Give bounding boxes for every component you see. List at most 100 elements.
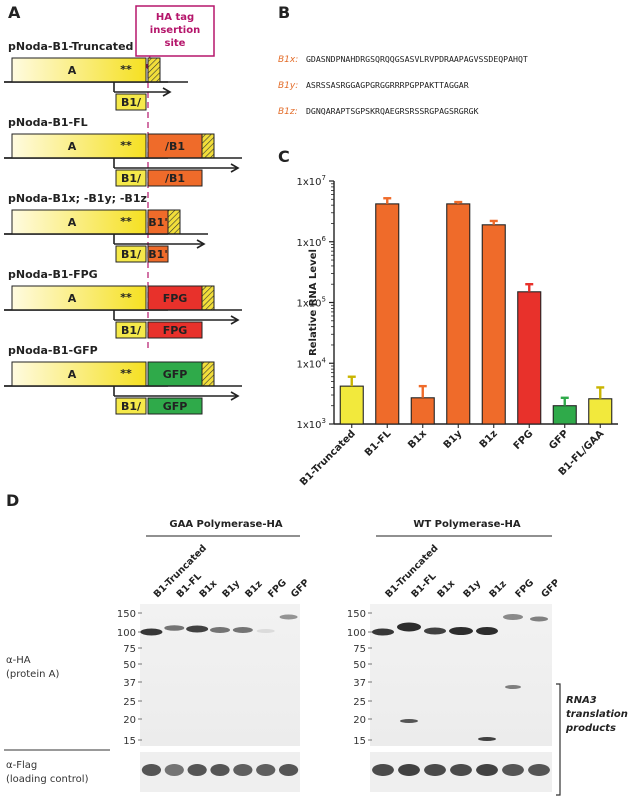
protein-band — [530, 616, 548, 622]
rna3-line3: products — [565, 723, 616, 734]
sub-left-label: B1/ — [121, 400, 142, 413]
lane-label: B1y — [220, 578, 243, 601]
mw-marker: 15 — [353, 736, 366, 747]
segment-a-label: A — [68, 292, 77, 305]
segment-a-box — [11, 57, 147, 83]
loading-band — [502, 764, 524, 776]
bar-b1-fl — [375, 203, 400, 425]
construct-diagrams: pNoda-B1-Truncated A ** B1/pNoda-B1-FL A ** /B… — [4, 40, 242, 415]
loading-band — [210, 764, 230, 776]
fusion-label: /B1 — [165, 140, 185, 153]
sub-right-label: B1' — [148, 248, 167, 261]
lane-label: FPG — [513, 577, 536, 600]
segment-a-box — [11, 285, 147, 311]
sub-left-box — [115, 245, 147, 263]
lane-label: GFP — [539, 577, 562, 600]
mw-marker: 20 — [353, 715, 366, 726]
x-tick-label: B1y — [442, 428, 465, 451]
x-tick-label: FPG — [512, 428, 536, 452]
x-tick-label: B1-FL — [363, 428, 394, 459]
mw-marker: 15 — [123, 736, 136, 747]
loading-band — [256, 764, 276, 776]
mw-marker: 150 — [117, 609, 136, 620]
segment-a-label: A — [68, 140, 77, 153]
protein-band — [503, 614, 523, 620]
protein-band — [449, 627, 473, 635]
loading-band — [233, 764, 253, 776]
mw-marker: 100 — [117, 628, 136, 639]
sub-left-label: B1/ — [121, 172, 142, 185]
protein-band — [256, 629, 275, 633]
sub-left-label: B1/ — [121, 324, 142, 337]
protein-band — [505, 685, 521, 689]
loading-band — [398, 764, 420, 776]
ha-callout-line1: HA tag — [156, 12, 194, 23]
mutation-stars: ** — [120, 139, 132, 152]
rna3-line2: translation — [566, 709, 628, 720]
bar-b1z — [481, 224, 506, 425]
fusion-label: FPG — [163, 292, 188, 305]
x-tick-label: B1z — [478, 428, 500, 450]
ha-label-line2: (protein A) — [6, 669, 59, 680]
ha-tag-box — [147, 57, 161, 83]
sub-left-box — [115, 93, 147, 111]
protein-band — [210, 627, 230, 633]
lane-label: B1x — [435, 578, 457, 600]
sub-left-box — [115, 169, 147, 187]
mw-marker: 20 — [123, 715, 136, 726]
sub-left-label: B1/ — [121, 248, 142, 261]
ha-tag-box — [201, 133, 215, 159]
mutation-stars: ** — [120, 367, 132, 380]
bar-b1x — [410, 397, 435, 425]
seq-text-b1z: DGNQARAPTSGPSKRQAEGRSRSSRGPAGSRGRGK — [306, 106, 479, 116]
construct-3: pNoda-B1-FPG A ** FPG B1/FPG — [4, 268, 242, 339]
sub-right-label: GFP — [163, 400, 188, 413]
y-tick-label: 1x103 — [297, 417, 326, 431]
mw-marker: 75 — [123, 644, 136, 655]
construct-title: pNoda-B1x; -B1y; -B1z — [8, 192, 147, 205]
flag-label-line1: α-Flag — [6, 760, 37, 771]
y-tick-label: 1x105 — [297, 296, 326, 310]
lane-label: GFP — [289, 577, 312, 600]
blot-title: GAA Polymerase-HA — [169, 519, 282, 530]
construct-title: pNoda-B1-Truncated — [8, 40, 133, 53]
ha-blot-membrane — [370, 604, 552, 746]
segment-a-box — [11, 209, 147, 235]
protein-band — [476, 627, 498, 635]
lane-label: B1z — [243, 578, 265, 600]
ha-tag-box — [167, 209, 181, 235]
ha-tag-box — [201, 361, 215, 387]
segment-a-label: A — [68, 64, 77, 77]
fusion-box — [147, 133, 203, 159]
rna3-line1: RNA3 — [566, 695, 597, 706]
loading-band — [141, 764, 162, 776]
lane-label: FPG — [266, 577, 289, 600]
panel-letter-d: D — [6, 491, 19, 510]
sub-right-box — [147, 245, 169, 263]
loading-band — [164, 764, 184, 776]
x-tick-label: B1-Truncated — [298, 428, 358, 488]
flag-label-line2: (loading control) — [6, 774, 89, 785]
mutation-stars: ** — [120, 63, 132, 76]
mw-marker: 150 — [347, 609, 366, 620]
mw-marker: 37 — [123, 678, 136, 689]
construct-0: pNoda-B1-Truncated A ** B1/ — [4, 40, 188, 111]
mw-marker: 50 — [123, 660, 136, 671]
bar-b1-truncated — [339, 385, 364, 425]
seq-text-b1y: ASRSSASRGGAGPGRGGRRRPGPPAKTTAGGAR — [306, 80, 469, 90]
sequence-list: B1x: GDASNDPNAHDRGSQRQQGSASVLRVPDRAAPAGV… — [278, 54, 528, 117]
construct-2: pNoda-B1x; -B1y; -B1z A ** B1' B1/B1' — [4, 192, 208, 263]
x-tick-label: B1x — [406, 428, 429, 451]
sub-right-label: /B1 — [165, 172, 185, 185]
y-tick-label: 1x106 — [297, 235, 327, 249]
x-tick-label: GFP — [547, 428, 571, 452]
sub-right-box — [147, 169, 203, 187]
mutation-stars: ** — [120, 215, 132, 228]
sub-left-label: B1/ — [121, 96, 142, 109]
sub-right-box — [147, 321, 203, 339]
ha-callout-line3: site — [165, 38, 186, 49]
protein-band — [424, 627, 446, 635]
loading-band — [372, 764, 394, 776]
protein-band — [140, 628, 163, 636]
